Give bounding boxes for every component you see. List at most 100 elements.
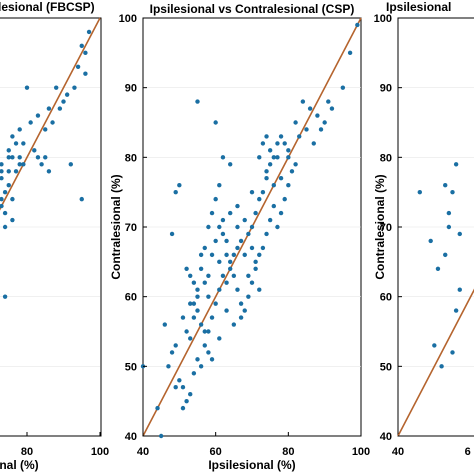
data-point <box>278 134 284 139</box>
data-point <box>198 252 204 258</box>
data-point <box>271 183 276 188</box>
data-point <box>220 217 226 223</box>
data-point <box>206 273 211 278</box>
panel-right-points <box>417 162 462 369</box>
data-point <box>228 266 233 271</box>
data-point <box>35 155 41 160</box>
data-point <box>257 155 262 160</box>
y-tick-label: 70 <box>380 222 392 234</box>
data-point <box>188 336 193 341</box>
data-point <box>286 155 291 160</box>
data-point <box>213 196 218 202</box>
data-point <box>220 231 226 237</box>
data-point <box>340 85 346 90</box>
data-point <box>443 183 448 188</box>
data-point <box>191 301 197 306</box>
data-point <box>209 315 215 320</box>
data-point <box>206 294 211 299</box>
data-point <box>198 266 204 271</box>
data-point <box>28 120 33 125</box>
y-tick-label: 60 <box>125 292 137 304</box>
y-tick-label: 100 <box>119 13 137 25</box>
data-point <box>158 433 164 439</box>
data-point <box>435 266 441 271</box>
data-point <box>224 252 229 258</box>
data-point <box>293 120 298 125</box>
y-tick-label: 100 <box>374 13 392 25</box>
data-point <box>173 385 178 390</box>
x-tick-label: 40 <box>137 446 149 458</box>
data-point <box>238 238 244 244</box>
data-point <box>202 245 207 251</box>
data-point <box>231 322 237 327</box>
data-point <box>209 357 215 362</box>
y-tick-label: 90 <box>125 83 137 95</box>
data-point <box>155 405 160 411</box>
data-point <box>443 252 448 258</box>
panel-right-grid <box>398 87 474 367</box>
panel-right-title: Ipsilesional <box>386 0 451 14</box>
data-point <box>6 169 11 174</box>
data-point <box>264 134 269 139</box>
data-point <box>169 231 175 237</box>
data-point <box>191 315 197 320</box>
data-point <box>184 329 189 334</box>
data-point <box>17 162 22 167</box>
data-point <box>264 231 269 237</box>
data-point <box>246 273 251 278</box>
data-point <box>13 141 19 146</box>
data-point <box>166 364 171 369</box>
data-point <box>271 203 276 209</box>
data-point <box>329 106 335 111</box>
data-point <box>217 336 222 341</box>
data-point <box>213 120 218 125</box>
data-point <box>286 148 291 153</box>
panel-right-identity-line <box>397 288 474 437</box>
y-tick-label: 50 <box>125 361 137 373</box>
data-point <box>6 183 11 188</box>
data-point <box>249 280 255 285</box>
data-point <box>260 189 266 195</box>
data-point <box>17 155 22 160</box>
data-point <box>61 99 66 104</box>
data-point <box>286 183 291 188</box>
data-point <box>289 169 295 174</box>
data-point <box>43 127 48 132</box>
data-point <box>50 120 55 125</box>
panel-fbcsp-identity-line <box>0 17 101 211</box>
data-point <box>195 357 200 362</box>
data-point <box>195 287 200 292</box>
data-point <box>450 350 455 355</box>
x-tick-label: 100 <box>91 446 109 458</box>
data-point <box>213 301 218 306</box>
data-point <box>180 315 186 320</box>
data-point <box>235 287 240 292</box>
data-point <box>220 273 226 278</box>
data-point <box>184 398 189 404</box>
panel-csp-title: Ipsilesional vs Contralesional (CSP) <box>150 2 355 16</box>
data-point <box>235 224 240 230</box>
data-point <box>267 217 273 223</box>
x-tick-label: 80 <box>282 446 294 458</box>
data-point <box>450 189 455 195</box>
data-point <box>195 294 200 299</box>
data-point <box>188 273 193 278</box>
y-tick-label: 90 <box>380 83 392 95</box>
data-point <box>21 141 26 146</box>
data-point <box>213 238 218 244</box>
panel-fbcsp-points <box>0 29 92 299</box>
data-point <box>202 329 207 334</box>
data-point <box>46 106 52 111</box>
data-point <box>432 343 437 348</box>
data-point <box>307 106 313 111</box>
data-point <box>242 308 247 313</box>
data-point <box>180 405 186 411</box>
data-point <box>198 364 204 369</box>
data-point <box>275 141 280 146</box>
data-point <box>10 155 15 160</box>
panel-fbcsp-frame <box>0 17 102 437</box>
data-point <box>202 280 207 285</box>
data-point <box>257 252 262 258</box>
data-point <box>2 210 8 216</box>
data-point <box>428 238 433 244</box>
